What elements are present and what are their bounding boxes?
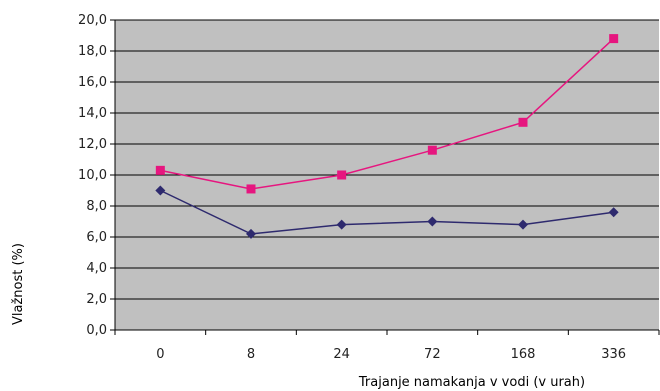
x-tick-label: 8 (247, 347, 255, 362)
series-group (155, 34, 619, 239)
data-point (518, 117, 528, 127)
y-tick-label: 10,0 (78, 168, 107, 183)
y-axis-title: Vlažnost (%) (11, 243, 26, 325)
y-tick-label: 20,0 (78, 13, 107, 28)
data-point (427, 145, 437, 155)
data-point (518, 219, 528, 230)
x-axis-title: Trajanje namakanja v vodi (v urah) (358, 375, 585, 390)
y-tick-label: 16,0 (78, 75, 107, 90)
gridlines (115, 19, 659, 331)
series-line-1 (160, 189, 614, 235)
data-point (336, 219, 347, 230)
x-axis: 0 8 24 72 168 336 (114, 329, 660, 362)
y-tick-label: 18,0 (78, 44, 107, 59)
x-tick-label: 336 (601, 347, 626, 362)
x-tick-label: 72 (424, 347, 441, 362)
y-tick-label: 14,0 (78, 106, 107, 121)
data-point (427, 216, 438, 227)
x-tick-label: 24 (333, 347, 350, 362)
y-tick-label: 6,0 (86, 230, 107, 245)
y-tick-label: 8,0 (86, 199, 107, 214)
data-point (155, 185, 166, 196)
data-point (608, 207, 619, 218)
y-tick-label: 2,0 (86, 292, 107, 307)
data-point (246, 184, 256, 194)
x-tick-label: 168 (511, 347, 536, 362)
y-tick-label: 4,0 (86, 261, 107, 276)
data-point (337, 170, 347, 180)
data-point (246, 228, 256, 239)
x-tick-label: 0 (156, 347, 164, 362)
data-point (609, 34, 619, 44)
y-axis: 0,0 2,0 4,0 6,0 8,0 10,0 12,0 14,0 16,0 18,0 20,0 (78, 13, 116, 338)
y-tick-label: 12,0 (78, 137, 107, 152)
data-point (155, 165, 165, 175)
series-line-2 (160, 38, 615, 190)
y-tick-label: 0,0 (86, 323, 107, 338)
